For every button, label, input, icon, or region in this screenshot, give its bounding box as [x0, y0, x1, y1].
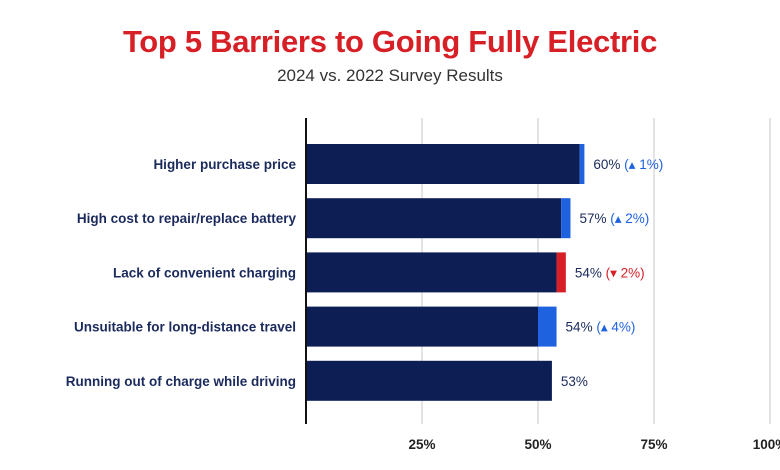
x-tick-label: 100%: [753, 437, 780, 452]
chart-subtitle: 2024 vs. 2022 Survey Results: [277, 66, 503, 85]
bar-change-segment: [561, 198, 571, 239]
x-tick-label: 50%: [524, 437, 551, 452]
value-label: 60% (▴ 1%): [593, 157, 663, 172]
bar: [306, 252, 557, 293]
category-label: Lack of convenient charging: [113, 265, 296, 280]
bar-change-segment: [579, 144, 585, 184]
bar: [306, 198, 562, 239]
category-label: High cost to repair/replace battery: [77, 211, 297, 226]
value-label: 54% (▾ 2%): [575, 265, 645, 280]
value-label: 53%: [561, 374, 588, 389]
bar: [306, 306, 538, 347]
bar: [306, 144, 580, 184]
category-label: Unsuitable for long-distance travel: [74, 320, 296, 335]
x-tick-label: 75%: [640, 437, 667, 452]
chart-title: Top 5 Barriers to Going Fully Electric: [122, 24, 658, 59]
bar: [306, 360, 552, 401]
category-label: Higher purchase price: [153, 157, 296, 172]
category-label: Running out of charge while driving: [66, 374, 296, 389]
bar-change-segment: [538, 306, 557, 347]
value-label: 54% (▴ 4%): [566, 320, 636, 335]
x-tick-label: 25%: [408, 437, 435, 452]
bar-change-segment: [556, 252, 566, 293]
value-label: 57% (▴ 2%): [579, 211, 649, 226]
